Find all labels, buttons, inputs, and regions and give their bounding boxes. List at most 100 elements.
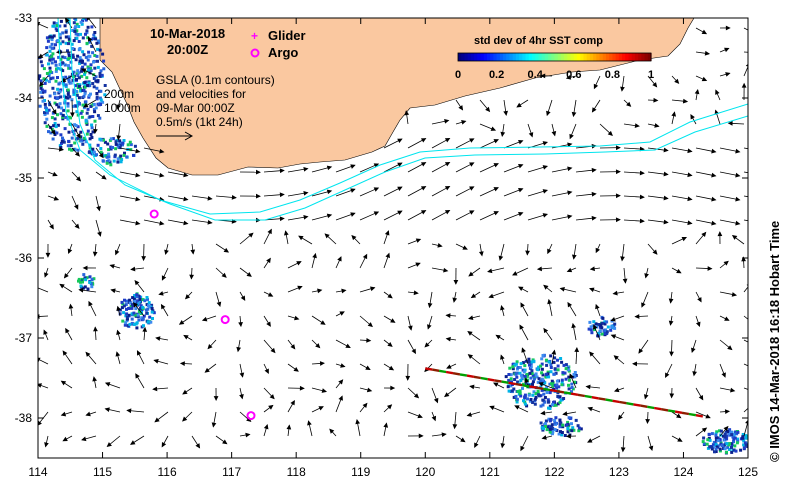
colorbar-tick-label: 0.8 <box>605 69 620 81</box>
sst-pixel <box>544 373 548 377</box>
sst-pixel <box>52 21 56 25</box>
sst-pixel <box>73 26 77 30</box>
velocity-arrow <box>671 147 693 154</box>
velocity-arrow <box>599 169 621 175</box>
velocity-arrow <box>668 315 674 326</box>
velocity-arrow <box>143 171 165 178</box>
sst-pixel <box>560 378 564 382</box>
sst-pixel <box>76 69 80 73</box>
sst-pixel <box>522 399 525 403</box>
velocity-arrow <box>191 195 213 201</box>
scale-arrow-icon <box>156 131 194 141</box>
sst-pixel <box>54 60 57 64</box>
sst-pixel <box>64 85 68 89</box>
y-tick-label: -38 <box>15 411 33 425</box>
sst-pixel <box>80 74 84 78</box>
velocity-arrow <box>263 404 274 413</box>
sst-pixel <box>68 122 72 126</box>
sst-pixel <box>531 382 534 386</box>
velocity-arrow <box>671 195 693 202</box>
velocity-arrow <box>617 411 625 420</box>
velocity-arrow <box>719 72 731 77</box>
sst-pixel <box>121 141 125 145</box>
glider-track-segment <box>522 384 530 388</box>
glider-track-segment <box>480 376 488 381</box>
colorbar-segment <box>609 53 613 61</box>
sst-pixel <box>66 96 70 100</box>
velocity-arrow <box>359 163 380 173</box>
sst-pixel <box>67 115 71 119</box>
sst-pixel <box>713 450 716 454</box>
sst-pixel <box>61 40 65 44</box>
sst-pixel <box>545 386 549 389</box>
colorbar-title: std dev of 4hr SST comp <box>474 35 603 47</box>
sst-pixel <box>715 445 719 449</box>
velocity-arrow <box>424 339 433 348</box>
sst-pixel <box>95 97 99 101</box>
sst-pixel <box>67 77 71 81</box>
sst-pixel <box>95 41 99 45</box>
sst-pixel <box>594 322 598 326</box>
sst-pixel <box>600 326 604 330</box>
sst-pixel <box>82 53 86 57</box>
sst-pixel <box>550 382 554 386</box>
colorbar-segment <box>519 53 523 61</box>
sst-pixel <box>71 47 75 50</box>
velocity-arrow <box>488 291 505 299</box>
sst-pixel <box>566 368 570 372</box>
sst-pixel <box>72 90 76 94</box>
colorbar-segment <box>509 53 514 61</box>
sst-pixel <box>706 438 710 442</box>
sst-pixel <box>89 63 93 67</box>
sst-pixel <box>742 443 746 447</box>
sst-pixel <box>54 69 58 73</box>
sst-pixel <box>141 305 145 309</box>
sst-pixel <box>38 74 41 78</box>
sst-pixel <box>707 433 711 436</box>
velocity-arrow <box>567 301 577 317</box>
sst-pixel <box>513 363 517 367</box>
sst-pixel <box>87 95 91 99</box>
sst-pixel <box>536 368 540 372</box>
sst-pixel <box>150 307 154 310</box>
sst-pixel <box>47 108 51 112</box>
sst-pixel <box>95 153 98 157</box>
sst-pixel <box>152 311 156 315</box>
sst-pixel <box>587 327 591 331</box>
velocity-arrow <box>115 351 121 365</box>
velocity-arrow <box>565 75 577 80</box>
velocity-arrow <box>283 230 289 245</box>
sst-pixel <box>523 364 527 368</box>
glider-track <box>425 367 704 418</box>
sst-pixel <box>552 360 556 364</box>
glider-track-segment <box>667 409 676 413</box>
sst-pixel <box>716 439 720 443</box>
colorbar-segment <box>474 53 478 61</box>
sst-pixel <box>558 418 562 422</box>
velocity-arrow <box>623 218 645 224</box>
sst-pixel <box>564 363 568 367</box>
velocity-arrow <box>83 99 97 108</box>
velocity-arrow <box>695 195 717 202</box>
velocity-arrow <box>543 327 553 341</box>
colorbar-segment <box>548 53 552 61</box>
colorbar-segment <box>490 53 494 61</box>
colorbar-segment <box>470 53 475 61</box>
sst-pixel <box>509 384 513 388</box>
velocity-arrow <box>311 252 317 269</box>
velocity-arrow <box>527 213 549 221</box>
x-tick-label: 116 <box>158 465 177 479</box>
sst-pixel <box>40 95 44 99</box>
sst-pixel <box>67 42 70 46</box>
sst-pixel <box>116 143 120 147</box>
sst-pixel <box>509 373 513 377</box>
velocity-arrow <box>599 217 621 223</box>
sst-pixel <box>83 82 87 86</box>
sst-pixel <box>725 450 728 454</box>
velocity-arrow <box>575 167 597 173</box>
sst-pixel <box>76 136 80 140</box>
sst-pixel <box>135 295 139 299</box>
sst-pixel <box>56 76 59 79</box>
sst-pixel <box>596 331 600 335</box>
velocity-arrow <box>239 193 261 199</box>
